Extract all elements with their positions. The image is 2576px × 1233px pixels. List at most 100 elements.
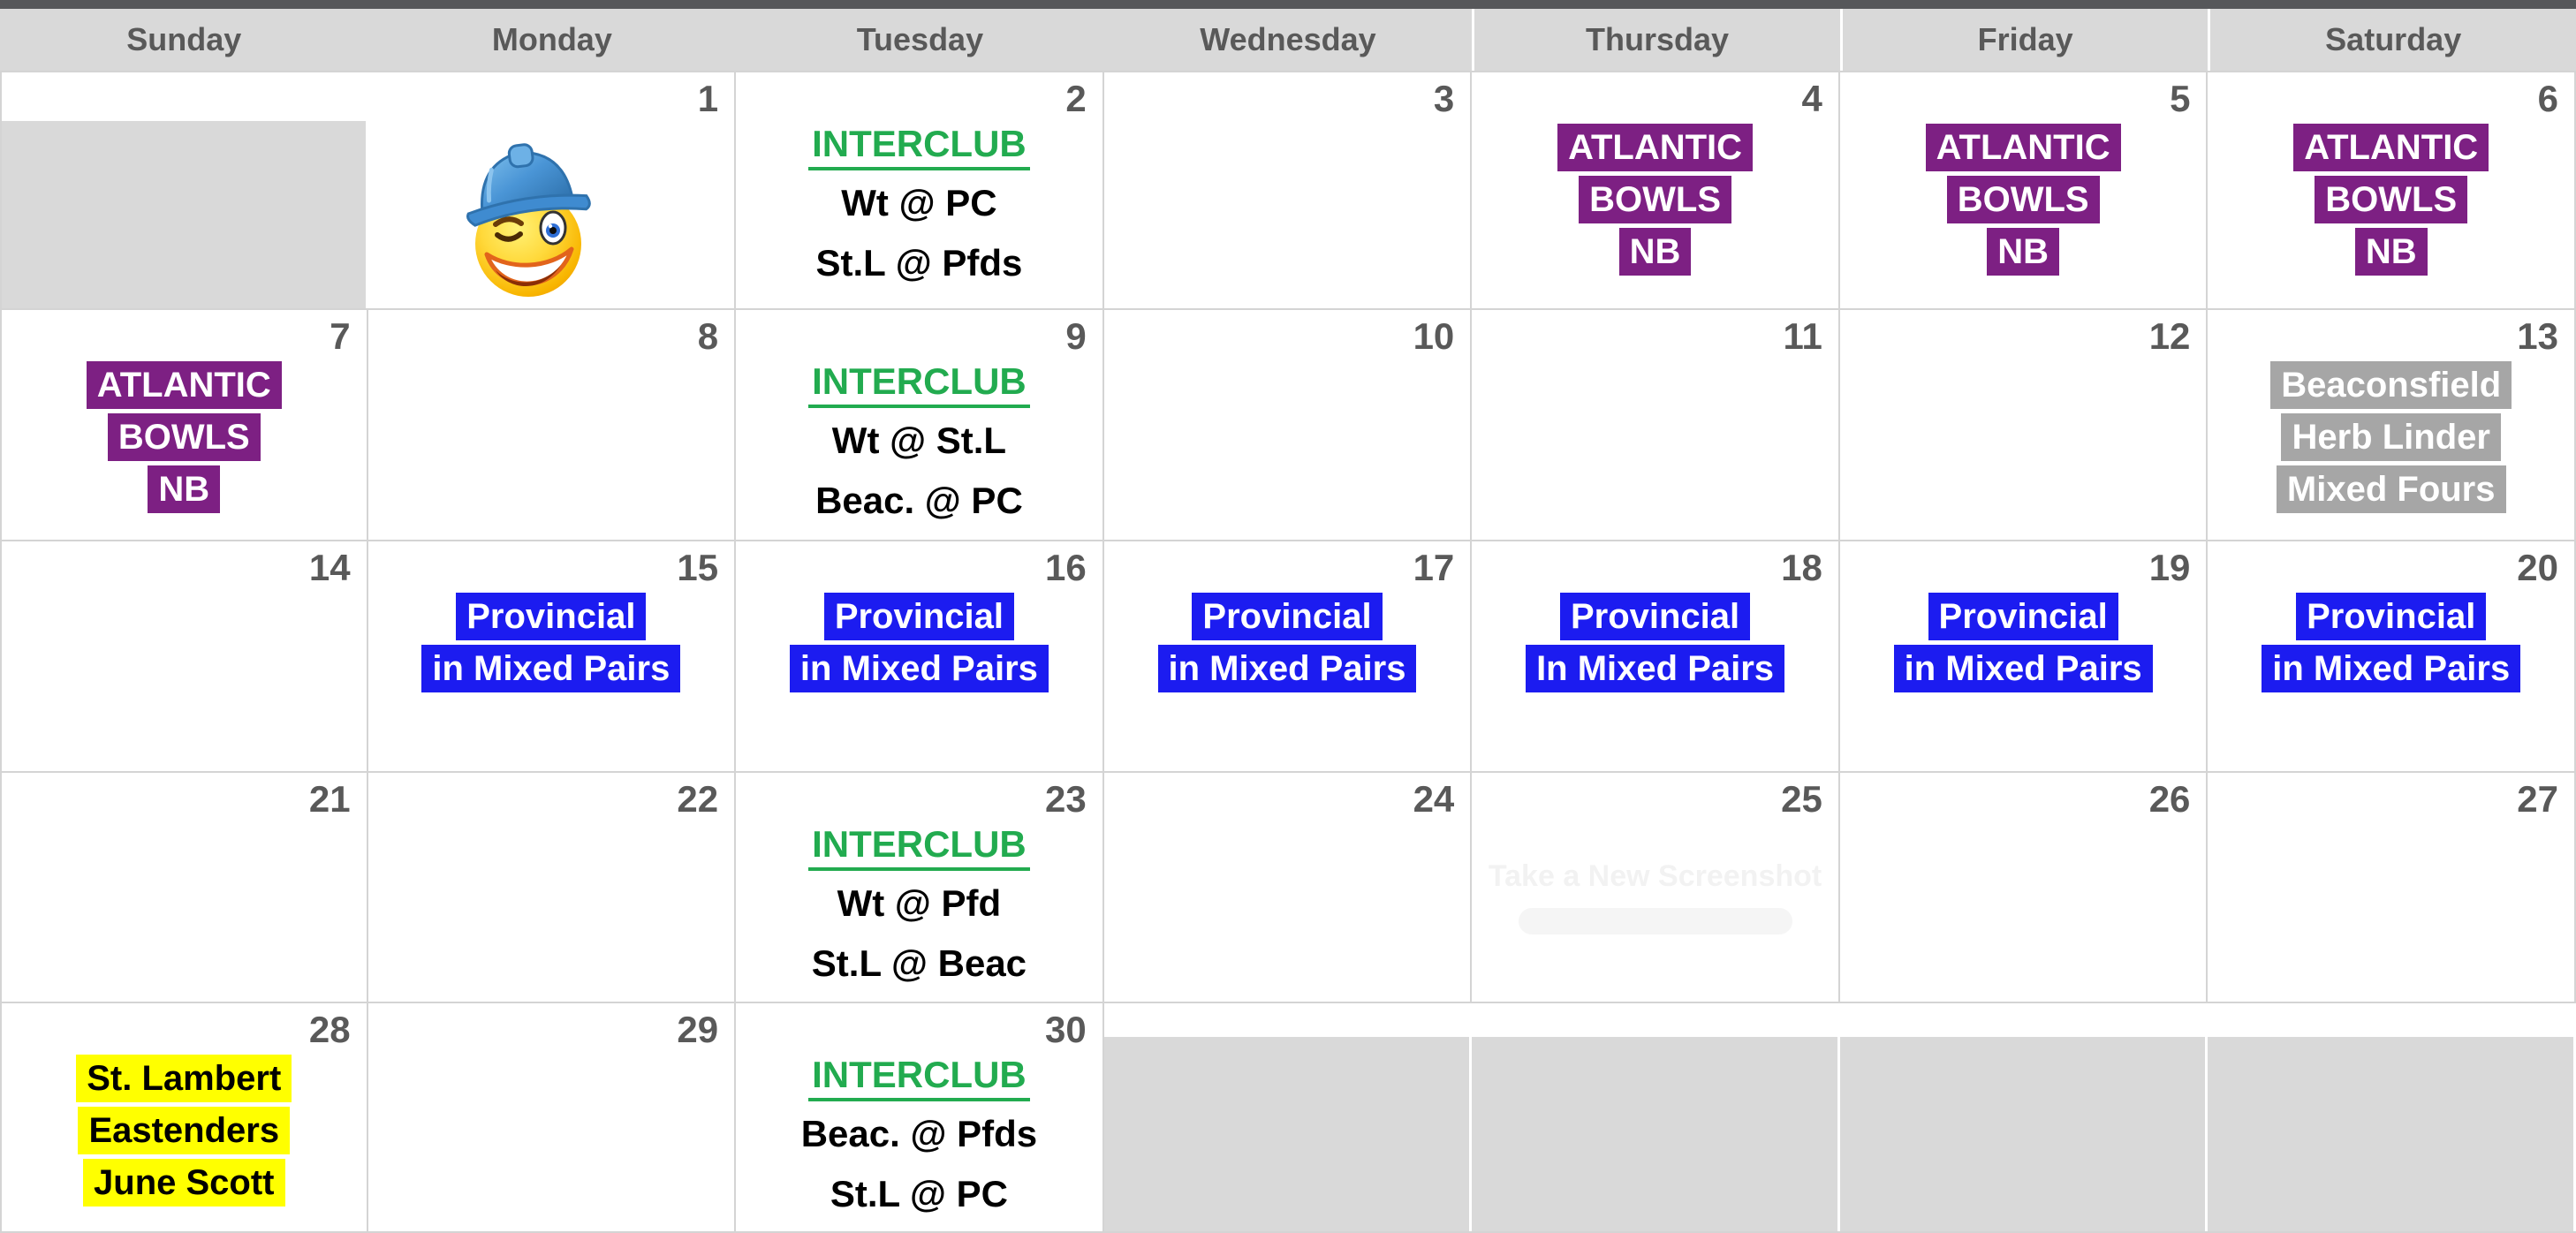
events: ATLANTIC BOWLS NB <box>1472 124 1838 276</box>
day-cell-16: 16 Provincial in Mixed Pairs <box>736 541 1104 771</box>
highlight-text: Provincial <box>1559 592 1751 640</box>
event-highlight-yellow: Eastenders <box>78 1107 291 1155</box>
event-highlight-blue: in Mixed Pairs <box>2262 644 2521 692</box>
out-of-month-cell <box>2208 1003 2576 1231</box>
day-number: 28 <box>308 1009 351 1051</box>
day-cell-17: 17 Provincial in Mixed Pairs <box>1103 541 1473 771</box>
day-number: 26 <box>2148 777 2191 820</box>
highlight-text: St. Lambert <box>76 1055 292 1103</box>
day-number: 8 <box>697 315 719 357</box>
day-cell-25: 25 Take a New Screenshot <box>1472 772 1840 1002</box>
event-highlight-purple: ATLANTIC <box>86 361 282 409</box>
out-of-month-fill <box>1839 1037 2206 1231</box>
events: INTERCLUB Wt @ St.L Beac. @ PC <box>736 360 1102 528</box>
day-number: 23 <box>1044 777 1087 820</box>
day-cell-1: 1 <box>367 72 737 308</box>
event-highlight-purple: NB <box>1618 228 1692 276</box>
week-row-4: 21 22 23 INTERCLUB Wt @ Pfd St.L @ Beac 24 25 Ta… <box>0 770 2576 1002</box>
out-of-month-fill <box>1103 1037 1470 1231</box>
day-cell-4: 4 ATLANTIC BOWLS NB <box>1472 72 1840 308</box>
day-number: 20 <box>2517 546 2558 588</box>
day-cell-23: 23 INTERCLUB Wt @ Pfd St.L @ Beac <box>736 772 1104 1002</box>
day-number: 1 <box>697 78 719 119</box>
weekday-header-monday: Monday <box>491 21 612 57</box>
event-text: Wt @ Pfd <box>837 881 1002 924</box>
event-highlight-blue: in Mixed Pairs <box>421 644 681 692</box>
interclub-link[interactable]: INTERCLUB <box>808 823 1030 871</box>
day-number: 6 <box>2537 78 2558 119</box>
highlight-text: NB <box>1618 228 1692 276</box>
out-of-month-fill <box>2208 1037 2573 1231</box>
calendar-weeks: 1 2 INTERCLUB Wt @ PC St.L @ Pfds 3 4 ATLANTIC… <box>0 71 2576 1233</box>
day-cell-13: 13 Beaconsfield Herb Linder Mixed Fours <box>2208 310 2576 540</box>
day-cell-14: 14 <box>0 541 368 771</box>
highlight-text: in Mixed Pairs <box>789 644 1049 692</box>
day-cell-11: 11 <box>1472 310 1840 540</box>
day-number: 14 <box>308 546 351 588</box>
day-cell-28: 28 St. Lambert Eastenders June Scott <box>0 1003 368 1231</box>
event-text: Wt @ St.L <box>831 420 1007 462</box>
highlight-text: BOWLS <box>107 413 261 461</box>
event-highlight-gray: Beaconsfield <box>2270 361 2512 409</box>
events: St. Lambert Eastenders June Scott <box>2 1055 367 1207</box>
highlight-text: Mixed Fours <box>2276 465 2506 513</box>
day-number: 12 <box>2148 315 2191 357</box>
highlight-text: Eastenders <box>78 1107 291 1155</box>
day-cell-12: 12 <box>1839 310 2209 540</box>
day-cell-6: 6 ATLANTIC BOWLS NB <box>2208 72 2576 308</box>
day-cell-20: 20 Provincial in Mixed Pairs <box>2208 541 2576 771</box>
event-highlight-yellow: St. Lambert <box>76 1055 292 1103</box>
events: Provincial in Mixed Pairs <box>736 592 1102 692</box>
event-highlight-purple: ATLANTIC <box>1557 124 1754 171</box>
day-number: 15 <box>677 546 719 588</box>
day-number: 2 <box>1065 78 1087 119</box>
highlight-text: Provincial <box>1192 592 1383 640</box>
week-row-2: 7 ATLANTIC BOWLS NB 8 9 INTERCLUB Wt @ St.L Beac… <box>0 308 2576 540</box>
day-number: 13 <box>2517 315 2558 357</box>
day-cell-29: 29 <box>367 1003 737 1231</box>
out-of-month-fill <box>1472 1037 1837 1231</box>
interclub-link[interactable]: INTERCLUB <box>808 1055 1030 1102</box>
weekday-header-wednesday: Wednesday <box>1200 21 1376 57</box>
highlight-text: NB <box>148 465 221 513</box>
day-number: 27 <box>2517 777 2558 820</box>
day-number: 4 <box>1801 78 1822 119</box>
events: INTERCLUB Beac. @ Pfds St.L @ PC <box>736 1055 1102 1222</box>
event-highlight-blue: Provincial <box>1192 592 1383 640</box>
day-cell-7: 7 ATLANTIC BOWLS NB <box>0 310 368 540</box>
event-highlight-blue: in Mixed Pairs <box>789 644 1049 692</box>
highlight-text: BOWLS <box>1579 176 1731 223</box>
highlight-text: Herb Linder <box>2281 413 2501 461</box>
highlight-text: Provincial <box>456 592 647 640</box>
out-of-month-cell <box>0 72 368 308</box>
events <box>368 124 735 308</box>
day-cell-18: 18 Provincial In Mixed Pairs <box>1472 541 1840 771</box>
week-row-1: 1 2 INTERCLUB Wt @ PC St.L @ Pfds 3 4 ATLANTIC… <box>0 71 2576 308</box>
events: ATLANTIC BOWLS NB <box>1840 124 2207 276</box>
event-highlight-blue: Provincial <box>1928 592 2118 640</box>
day-number: 30 <box>1044 1009 1087 1051</box>
week-row-5: 28 St. Lambert Eastenders June Scott 29 30 INT… <box>0 1002 2576 1233</box>
interclub-link[interactable]: INTERCLUB <box>808 360 1030 409</box>
event-highlight-purple: NB <box>2354 228 2428 276</box>
event-text: St.L @ PC <box>830 1173 1009 1215</box>
day-cell-9: 9 INTERCLUB Wt @ St.L Beac. @ PC <box>736 310 1104 540</box>
event-highlight-blue: Provincial <box>823 592 1015 640</box>
event-highlight-gray: Herb Linder <box>2281 413 2501 461</box>
event-highlight-purple: BOWLS <box>1579 176 1731 223</box>
day-cell-3: 3 <box>1103 72 1473 308</box>
interclub-link[interactable]: INTERCLUB <box>808 123 1030 171</box>
event-highlight-purple: NB <box>1987 228 2060 276</box>
highlight-text: ATLANTIC <box>2293 124 2489 171</box>
event-highlight-blue: Provincial <box>456 592 647 640</box>
weekday-header-tuesday: Tuesday <box>856 21 984 57</box>
events: Provincial in Mixed Pairs <box>368 592 735 692</box>
event-highlight-yellow: June Scott <box>83 1159 285 1207</box>
day-cell-5: 5 ATLANTIC BOWLS NB <box>1839 72 2209 308</box>
weekday-header-saturday: Saturday <box>2208 9 2576 71</box>
highlight-text: NB <box>2354 228 2428 276</box>
day-cell-24: 24 <box>1103 772 1473 1002</box>
weekday-header-row: Sunday Monday Tuesday Wednesday Thursday Frid… <box>0 9 2576 71</box>
out-of-month-cell <box>1839 1003 2209 1231</box>
highlight-text: BOWLS <box>1946 176 2100 223</box>
